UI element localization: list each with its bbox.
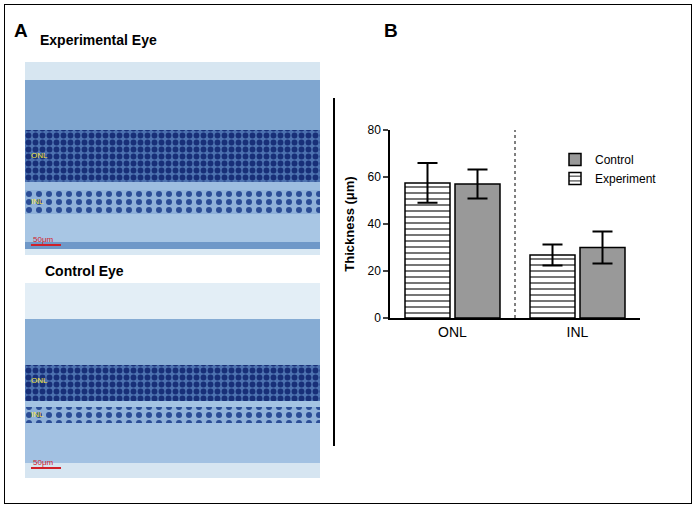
svg-text:ONL: ONL: [438, 324, 467, 340]
svg-text:INL: INL: [567, 324, 589, 340]
html-text:Control Eye: Control Eye: [45, 263, 124, 279]
html-text:A: A: [14, 20, 28, 41]
svg-text:0: 0: [374, 311, 381, 325]
svg-text:Control: Control: [595, 153, 634, 167]
svg-text:20: 20: [367, 264, 381, 278]
html-text:Experimental Eye: Experimental Eye: [40, 32, 157, 48]
svg-text:50μm: 50μm: [33, 235, 54, 244]
html-text:B: B: [384, 20, 398, 41]
svg-text:40: 40: [367, 217, 381, 231]
svg-text:60: 60: [367, 170, 381, 184]
svg-text:ONL: ONL: [31, 151, 48, 160]
svg-text:50μm: 50μm: [33, 458, 54, 467]
svg-text:Experiment: Experiment: [595, 172, 656, 186]
svg-text:Thickness (μm): Thickness (μm): [342, 176, 357, 271]
svg-text:ONL: ONL: [31, 376, 48, 385]
svg-text:80: 80: [367, 123, 381, 137]
svg-text:INL: INL: [31, 197, 44, 206]
svg-text:INL: INL: [31, 410, 44, 419]
